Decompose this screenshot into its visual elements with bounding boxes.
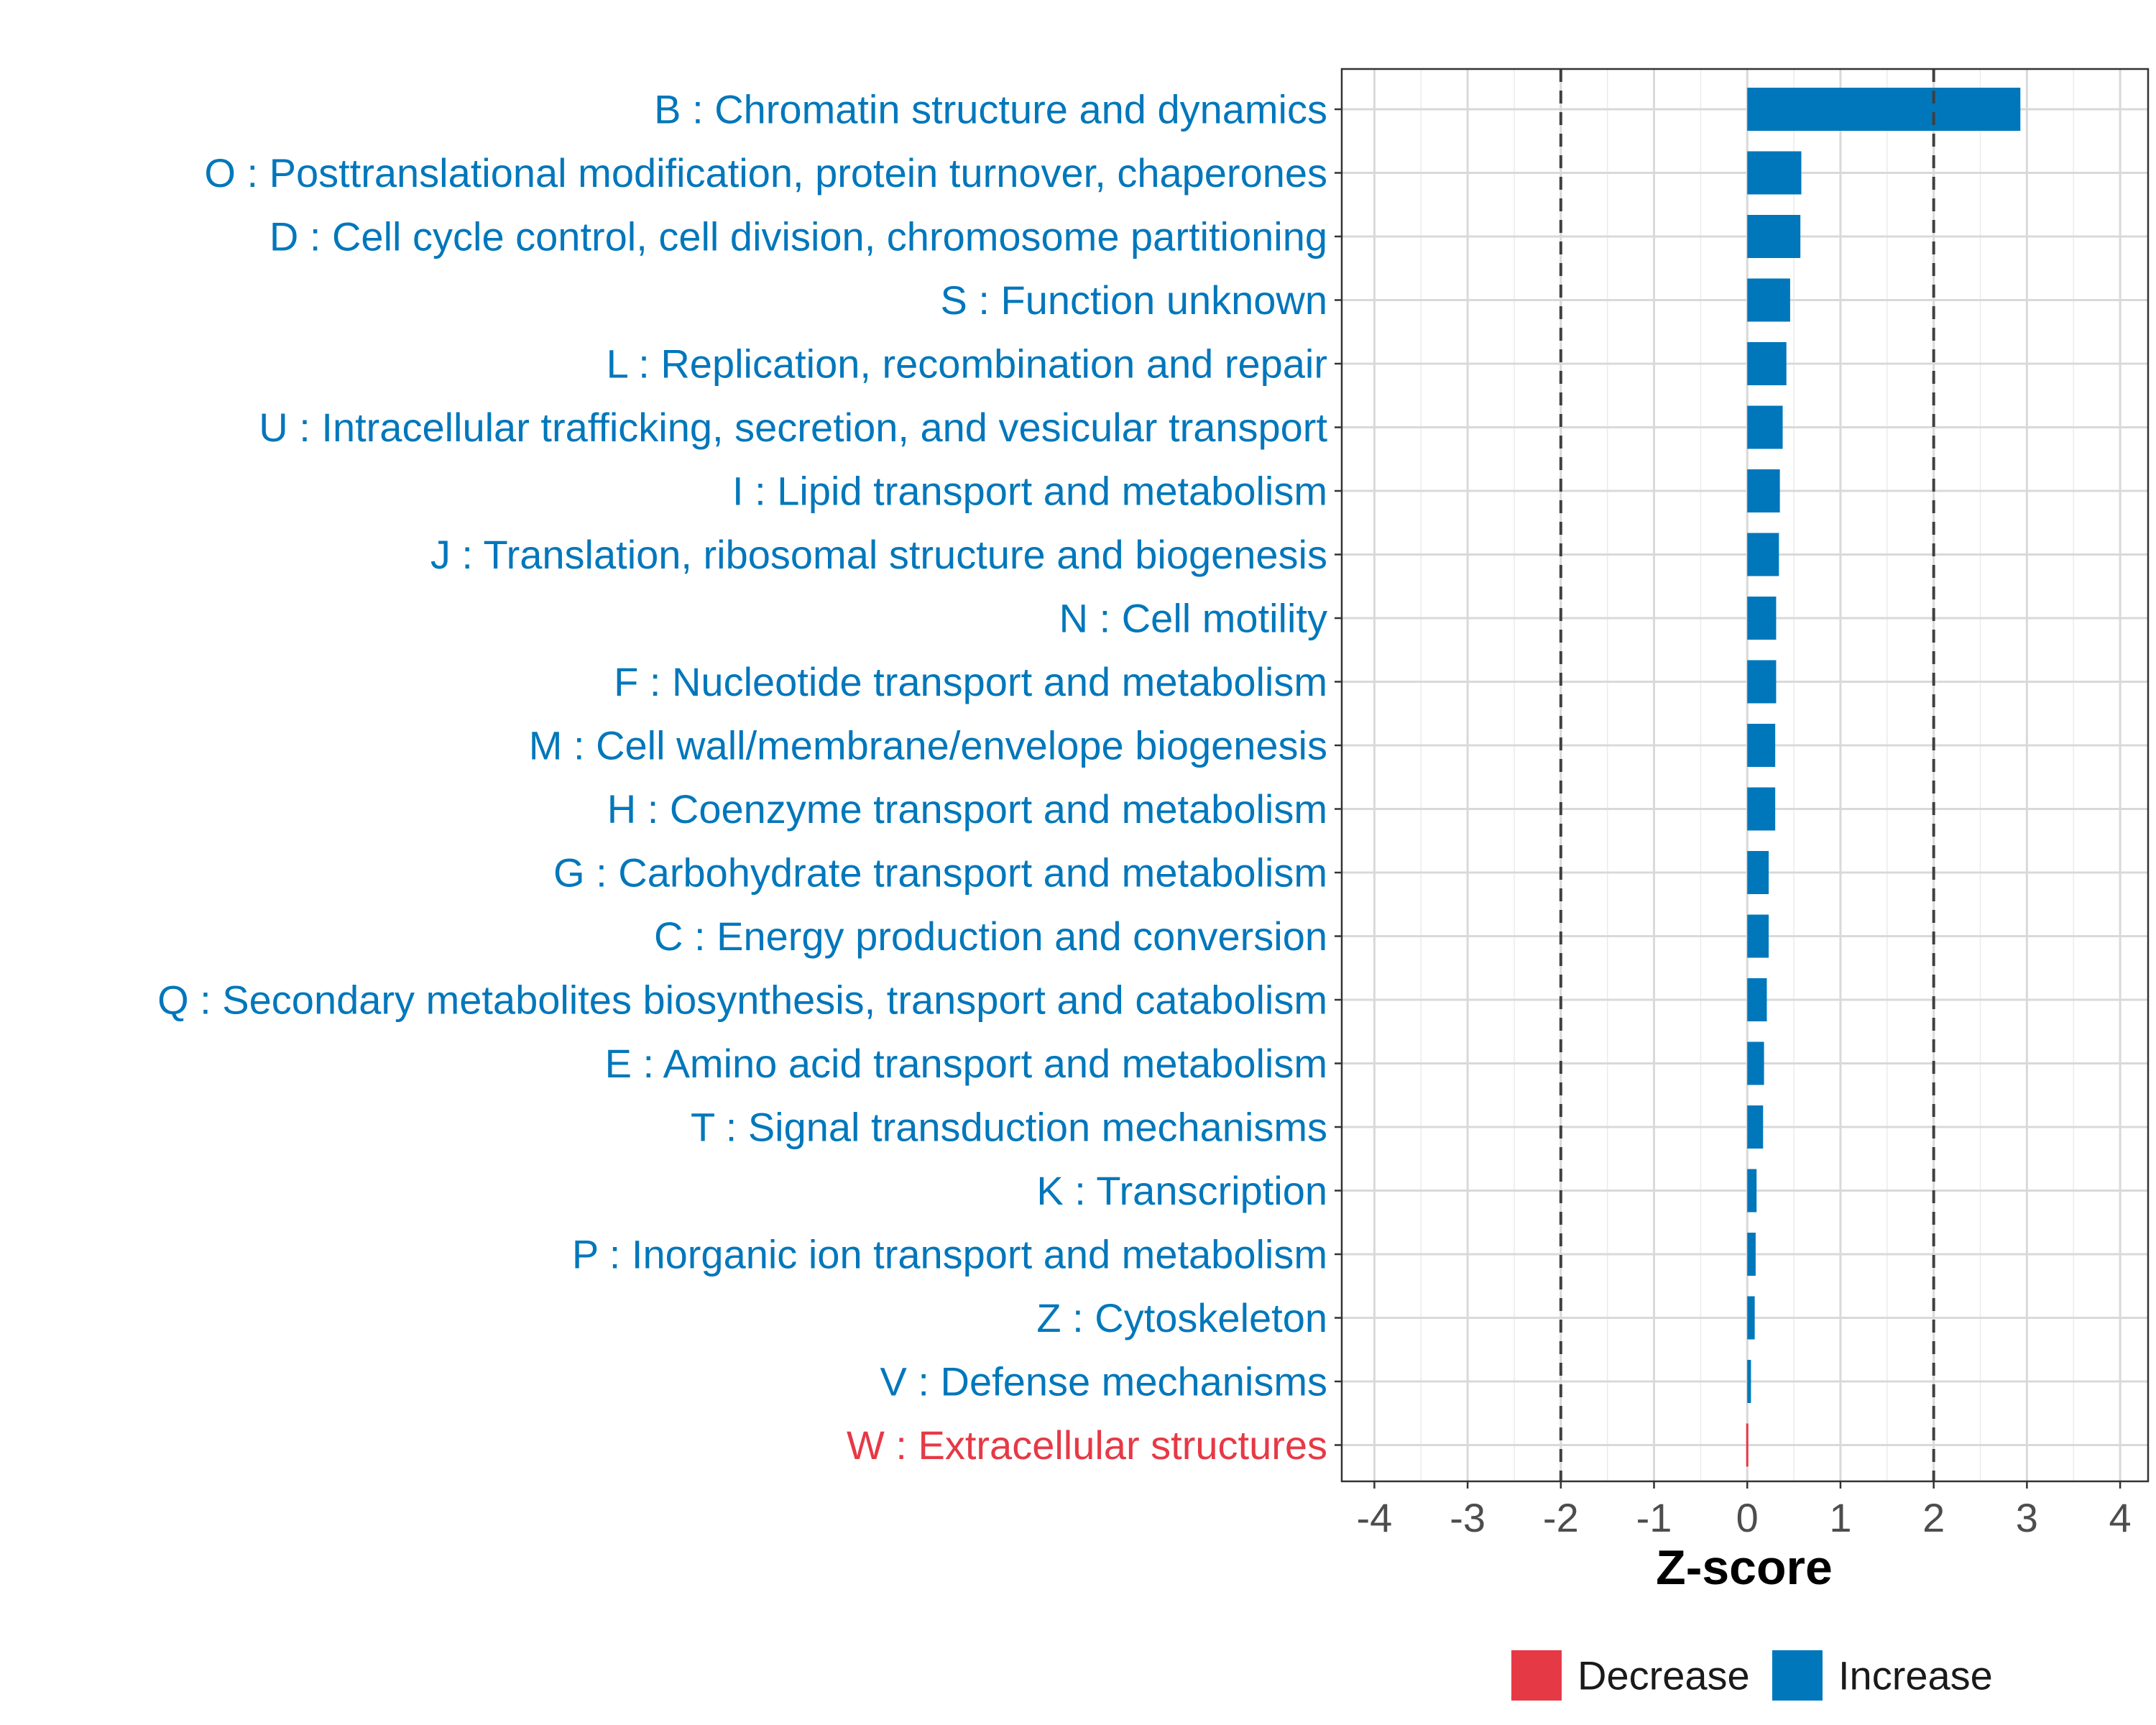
y-axis: B : Chromatin structure and dynamics O : …	[157, 87, 1342, 1468]
grid-layer	[1342, 69, 2148, 1481]
legend-label-increase: Increase	[1838, 1653, 1993, 1698]
bar	[1747, 469, 1780, 512]
category-label: B : Chromatin structure and dynamics	[654, 87, 1327, 132]
category-label: V : Defense mechanisms	[880, 1359, 1327, 1404]
bar	[1747, 660, 1777, 704]
x-tick-label: 0	[1736, 1495, 1759, 1540]
category-label: L : Replication, recombination and repai…	[607, 341, 1327, 387]
bar	[1747, 405, 1783, 449]
x-tick-label: -2	[1543, 1495, 1579, 1540]
x-tick-label: 3	[2016, 1495, 2038, 1540]
x-tick-label: 4	[2109, 1495, 2132, 1540]
category-label: P : Inorganic ion transport and metaboli…	[572, 1232, 1327, 1277]
category-label: C : Energy production and conversion	[654, 914, 1327, 959]
panel-border	[1340, 68, 2150, 1483]
bar	[1747, 151, 1802, 195]
category-label: Q : Secondary metabolites biosynthesis, …	[157, 978, 1327, 1023]
bar	[1747, 342, 1787, 385]
bar	[1747, 787, 1776, 831]
category-label: G : Carbohydrate transport and metabolis…	[553, 850, 1327, 896]
category-label: F : Nucleotide transport and metabolism	[614, 659, 1327, 704]
category-label: O : Posttranslational modification, prot…	[204, 150, 1327, 196]
bar	[1747, 1169, 1757, 1213]
bar	[1747, 914, 1769, 958]
bar	[1747, 1041, 1764, 1085]
bar	[1747, 597, 1777, 640]
legend-swatch-decrease	[1511, 1650, 1562, 1701]
category-label: M : Cell wall/membrane/envelope biogenes…	[529, 723, 1327, 768]
x-tick-label: 2	[1922, 1495, 1945, 1540]
bar	[1747, 1296, 1755, 1340]
category-label: N : Cell motility	[1059, 596, 1327, 641]
category-label: H : Coenzyme transport and metabolism	[607, 786, 1327, 832]
reference-lines	[1559, 69, 1935, 1481]
category-label: T : Signal transduction mechanisms	[691, 1105, 1327, 1150]
category-label: E : Amino acid transport and metabolism	[605, 1041, 1327, 1086]
bar	[1746, 1423, 1749, 1467]
bar	[1747, 851, 1769, 894]
category-label: S : Function unknown	[940, 277, 1327, 323]
bar	[1747, 1360, 1751, 1403]
bars-layer	[1746, 88, 2021, 1467]
category-label: D : Cell cycle control, cell division, c…	[270, 214, 1327, 259]
category-label: K : Transcription	[1036, 1168, 1327, 1213]
x-axis-title: Z-score	[1656, 1540, 1833, 1595]
category-label: U : Intracellular trafficking, secretion…	[259, 405, 1327, 450]
bar	[1747, 1233, 1756, 1276]
bar	[1747, 1105, 1764, 1149]
bar	[1747, 533, 1779, 576]
bar	[1747, 278, 1790, 322]
legend-swatch-increase	[1772, 1650, 1823, 1701]
legend: Decrease Increase	[1511, 1650, 1993, 1701]
x-tick-label: 1	[1829, 1495, 1851, 1540]
x-axis: -4 -3 -2 -1 0 1 2 3 4	[1357, 1481, 2132, 1540]
bar	[1747, 978, 1767, 1021]
x-tick-label: -4	[1357, 1495, 1393, 1540]
category-label: W : Extracellular structures	[847, 1422, 1327, 1468]
bar	[1747, 724, 1776, 767]
x-tick-label: -3	[1450, 1495, 1485, 1540]
x-tick-label: -1	[1636, 1495, 1672, 1540]
bar	[1747, 88, 2021, 131]
bar	[1747, 215, 1801, 258]
category-label: I : Lipid transport and metabolism	[732, 469, 1327, 514]
category-label: Z : Cytoskeleton	[1036, 1295, 1327, 1340]
legend-label-decrease: Decrease	[1577, 1653, 1750, 1698]
category-label: J : Translation, ribosomal structure and…	[430, 532, 1327, 577]
